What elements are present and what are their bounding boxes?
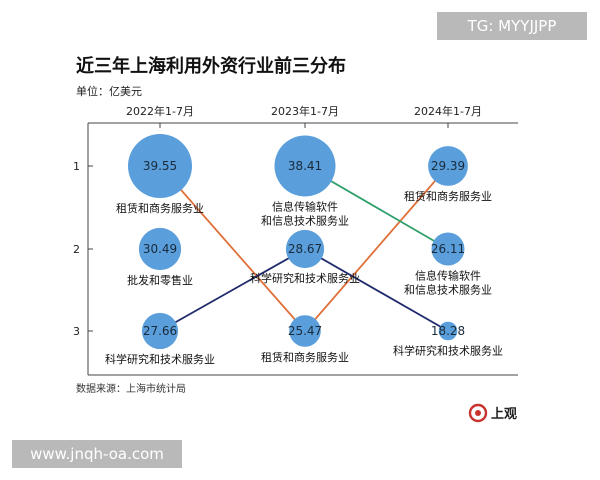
industry-label: 租赁和商务服务业 bbox=[404, 189, 492, 203]
bubble bbox=[438, 321, 458, 341]
bubble-value-label: 30.49 bbox=[143, 242, 177, 256]
industry-label: 和信息技术服务业 bbox=[261, 214, 349, 228]
y-tick-label: 1 bbox=[73, 160, 80, 173]
bubble bbox=[141, 312, 179, 350]
bubble bbox=[428, 146, 468, 186]
bubble bbox=[285, 229, 325, 269]
x-tick-label: 2024年1-7月 bbox=[414, 104, 482, 118]
industry-label: 信息传输软件 bbox=[415, 268, 481, 282]
bubble-value-label: 25.47 bbox=[288, 324, 322, 338]
bubble-value-label: 29.39 bbox=[431, 159, 465, 173]
bubble-value-label: 18.28 bbox=[431, 324, 465, 338]
data-source: 数据来源：上海市统计局 bbox=[76, 382, 186, 395]
x-tick-label: 2023年1-7月 bbox=[271, 104, 339, 118]
industry-label: 租赁和商务服务业 bbox=[116, 201, 204, 215]
watermark-bottom: www.jnqh-oa.com bbox=[12, 440, 182, 468]
y-tick-label: 2 bbox=[73, 243, 80, 256]
bubble bbox=[431, 232, 465, 266]
industry-label: 和信息技术服务业 bbox=[404, 282, 492, 296]
bubble-value-label: 39.55 bbox=[143, 159, 177, 173]
bubble bbox=[274, 135, 336, 197]
x-tick-label: 2022年1-7月 bbox=[126, 104, 194, 118]
shangguan-logo-icon: 上观 bbox=[468, 403, 517, 423]
industry-label: 租赁和商务服务业 bbox=[261, 350, 349, 364]
bubble bbox=[128, 134, 192, 198]
chart-unit: 单位：亿美元 bbox=[76, 84, 142, 98]
chart-title: 近三年上海利用外资行业前三分布 bbox=[76, 55, 346, 77]
industry-label: 科学研究和技术服务业 bbox=[393, 343, 503, 357]
y-tick-label: 3 bbox=[73, 325, 80, 338]
bubble-value-label: 26.11 bbox=[431, 242, 465, 256]
watermark-top: TG: MYYJJPP bbox=[437, 12, 587, 40]
industry-label: 科学研究和技术服务业 bbox=[250, 271, 360, 285]
bubble bbox=[138, 227, 182, 271]
bubble bbox=[289, 315, 321, 347]
logo-text: 上观 bbox=[491, 407, 517, 422]
bubble-value-label: 28.67 bbox=[288, 242, 322, 256]
industry-label: 科学研究和技术服务业 bbox=[105, 352, 215, 366]
bubble-value-label: 38.41 bbox=[288, 159, 322, 173]
industry-label: 信息传输软件 bbox=[272, 200, 338, 214]
bubble-value-label: 27.66 bbox=[143, 324, 177, 338]
industry-label: 批发和零售业 bbox=[127, 273, 193, 287]
